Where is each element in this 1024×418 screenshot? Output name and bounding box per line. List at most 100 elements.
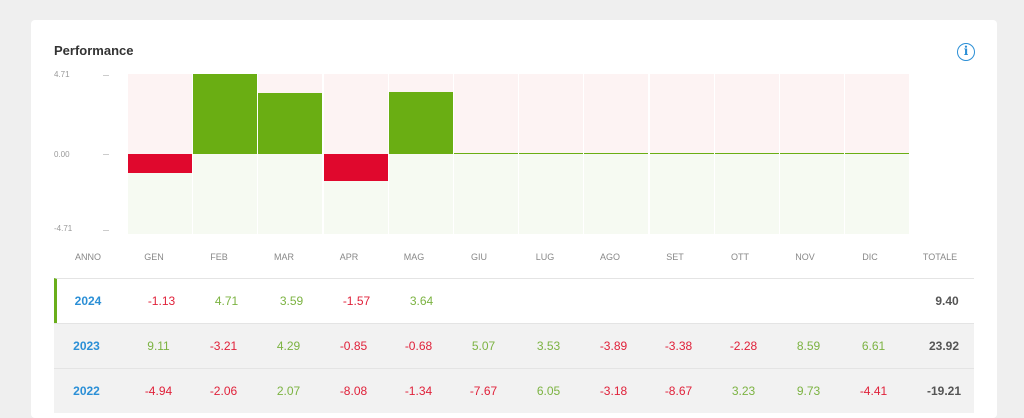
- chart-column-bg: [388, 74, 453, 154]
- chart-column-bg: [388, 154, 453, 234]
- column-header: OTT: [731, 252, 749, 262]
- chart-column-bg: [454, 154, 518, 234]
- chart-bar: [193, 74, 258, 154]
- table-cell: -0.85: [339, 339, 368, 353]
- year-link[interactable]: 2024: [74, 294, 102, 308]
- chart-bar: [519, 153, 584, 154]
- total-cell: 23.92: [928, 339, 960, 353]
- chart-column-bg: [649, 74, 714, 154]
- column-header: ANNO: [74, 252, 101, 262]
- chart-column-bg: [323, 154, 388, 234]
- chart-bar: [714, 153, 779, 154]
- chart-column-bg: [780, 74, 844, 154]
- chart-column-bg: [258, 74, 323, 154]
- performance-card: Performance i 4.71 0.00 -4.71 2024 -1.13…: [31, 20, 997, 418]
- chart-bar: [845, 153, 910, 154]
- table-cell: -4.41: [859, 384, 888, 398]
- table-cell: 4.71: [214, 294, 239, 308]
- chart-column-bg: [649, 154, 714, 234]
- table-cell: 2.07: [276, 384, 301, 398]
- table-cell: [649, 279, 714, 324]
- chart-column-bg: [128, 74, 192, 154]
- chart-column-bg: [584, 154, 649, 234]
- column-header: MAG: [403, 252, 425, 262]
- column-header: LUG: [535, 252, 555, 262]
- table-cell: 3.53: [536, 339, 561, 353]
- chart-column-bg: [845, 74, 910, 154]
- y-tick-mark: [103, 230, 109, 231]
- y-tick-mark: [103, 75, 109, 76]
- y-tick-label-zero: 0.00: [54, 150, 70, 159]
- chart-column-bg: [193, 154, 258, 234]
- table-row: 2023 9.11 -3.21 4.29 -0.85 -0.68 5.07 3.…: [54, 323, 974, 368]
- chart-column-bg: [714, 154, 779, 234]
- chart-bar: [649, 153, 714, 154]
- column-header: GEN: [144, 252, 164, 262]
- column-header: TOTALE: [922, 252, 958, 262]
- column-header: MAR: [274, 252, 294, 262]
- table-cell: 9.11: [147, 339, 170, 353]
- table-cell: -8.08: [339, 384, 368, 398]
- column-header: AGO: [599, 252, 620, 262]
- total-cell: 9.40: [935, 294, 959, 308]
- table-cell: [519, 279, 584, 324]
- card-title: Performance: [54, 43, 134, 58]
- table-cell: 6.05: [536, 384, 561, 398]
- performance-bar-chart: [31, 20, 997, 260]
- chart-bar: [258, 93, 323, 154]
- table-cell: -0.68: [404, 339, 433, 353]
- chart-column-bg: [128, 154, 192, 234]
- column-header: GIU: [470, 252, 487, 262]
- column-header: SET: [666, 252, 684, 262]
- table-cell: -3.89: [599, 339, 628, 353]
- table-cell: 3.64: [409, 294, 434, 308]
- table-cell: -1.57: [342, 294, 371, 308]
- table-row: 2022 -4.94 -2.06 2.07 -8.08 -1.34 -7.67 …: [54, 368, 974, 413]
- table-cell: -7.67: [469, 384, 498, 398]
- chart-bar: [780, 153, 844, 154]
- column-header: APR: [339, 252, 359, 262]
- chart-column-bg: [323, 74, 388, 154]
- chart-bar: [584, 153, 649, 154]
- info-icon[interactable]: i: [957, 43, 975, 61]
- chart-column-bg: [714, 74, 779, 154]
- table-cell: 3.23: [731, 384, 756, 398]
- year-link[interactable]: 2023: [73, 339, 100, 353]
- chart-bar: [128, 154, 192, 174]
- table-cell: -2.06: [209, 384, 238, 398]
- chart-column-bg: [845, 154, 910, 234]
- chart-column-bg: [454, 74, 518, 154]
- column-header: DIC: [862, 252, 878, 262]
- chart-column-bg: [258, 154, 323, 234]
- table-cell: -3.38: [664, 339, 693, 353]
- column-header: NOV: [795, 252, 815, 262]
- chart-column-bg: [780, 154, 844, 234]
- performance-table: 2024 -1.13 4.71 3.59 -1.57 3.64 9.40 202…: [54, 278, 974, 413]
- table-cell: -8.67: [664, 384, 693, 398]
- table-cell: 3.59: [279, 294, 304, 308]
- column-header: FEB: [210, 252, 228, 262]
- table-cell: 6.61: [861, 339, 886, 353]
- table-row: 2024 -1.13 4.71 3.59 -1.57 3.64 9.40: [54, 278, 974, 323]
- table-cell: [454, 279, 519, 324]
- table-cell: [779, 279, 844, 324]
- table-cell: -1.13: [147, 294, 176, 308]
- table-cell: [584, 279, 649, 324]
- y-tick-label-max: 4.71: [54, 70, 70, 79]
- table-cell: [714, 279, 779, 324]
- table-cell: -3.18: [599, 384, 628, 398]
- chart-bar: [388, 92, 453, 154]
- total-cell: -19.21: [926, 384, 962, 398]
- table-cell: 5.07: [471, 339, 496, 353]
- chart-column-bg: [519, 154, 584, 234]
- table-cell: -3.21: [209, 339, 238, 353]
- y-tick-mark: [103, 154, 109, 155]
- table-cell: 9.73: [796, 384, 821, 398]
- chart-column-bg: [519, 74, 584, 154]
- y-tick-label-min: -4.71: [54, 224, 73, 233]
- table-cell: [844, 279, 909, 324]
- chart-bar: [454, 153, 518, 154]
- chart-bar: [323, 154, 388, 181]
- table-cell: 8.59: [796, 339, 821, 353]
- year-link[interactable]: 2022: [73, 384, 100, 398]
